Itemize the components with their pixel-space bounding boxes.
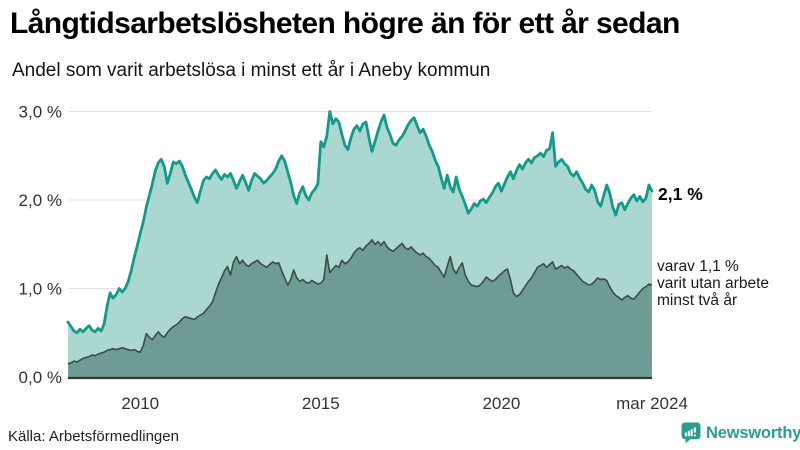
newsworthy-wordmark: Newsworthy xyxy=(706,423,800,442)
total-line xyxy=(66,110,654,335)
two-year-area xyxy=(68,239,652,377)
newsworthy-logo: Newsworthy xyxy=(681,421,800,445)
page-title: Långtidsarbetslösheten högre än för ett … xyxy=(10,7,680,40)
subset-annotation-line2: varit utan arbete xyxy=(657,274,770,292)
subset-annotation-line1: varav 1,1 % xyxy=(657,258,739,275)
y-tick-label: 1,0 % xyxy=(19,280,62,299)
y-tick-label: 0,0 % xyxy=(19,368,62,387)
x-tick-label: 2015 xyxy=(302,394,340,413)
chart-subtitle: Andel som varit arbetslösa i minst ett å… xyxy=(12,60,491,81)
two-year-line xyxy=(67,239,653,365)
x-tick-label: 2020 xyxy=(482,394,520,413)
x-tick-label: 2010 xyxy=(121,394,159,413)
y-tick-label: 2,0 % xyxy=(19,191,62,210)
subset-annotation: varav 1,1 % varit utan arbete minst två … xyxy=(657,258,770,309)
latest-value-label: 2,1 % xyxy=(658,184,703,204)
source-credit: Källa: Arbetsförmedlingen xyxy=(8,428,179,445)
newsworthy-icon xyxy=(681,422,701,444)
y-tick-label: 3,0 % xyxy=(19,103,62,122)
subset-annotation-line3: minst två år xyxy=(657,291,738,309)
x-tick-label: mar 2024 xyxy=(616,394,688,413)
